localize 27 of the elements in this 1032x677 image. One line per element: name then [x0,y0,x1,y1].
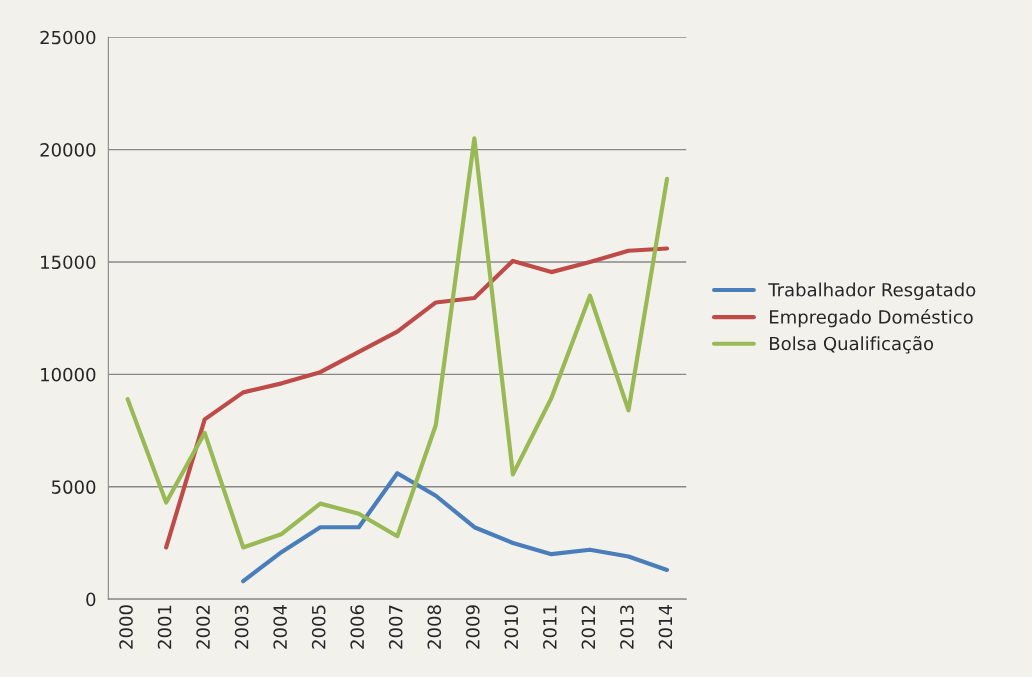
line-series [125,136,670,550]
x-tick-label: 2006 [350,605,365,649]
x-tick-label: 2008 [427,605,442,649]
x-tick-label: 2010 [504,605,519,649]
y-tick-label: 15000 [41,255,96,270]
x-tick-label: 2004 [273,605,287,649]
line-series [164,246,670,550]
x-tick-label: 2013 [620,605,634,649]
x-tick-label: 2009 [465,605,480,649]
x-tick-label: 2014 [658,605,673,649]
y-tick-label: 10000 [41,367,96,382]
x-tick-label: 2011 [543,605,557,649]
legend-label: Bolsa Qualificação [770,336,934,354]
legend-label: Trabalhador Resgatado [768,282,976,301]
x-tick-label: 2012 [581,605,596,649]
x-tick-label: 2003 [234,605,249,649]
x-tick-label: 2001 [157,605,172,649]
x-tick-label: 2005 [311,605,326,649]
y-tick-label: 0 [86,592,96,607]
y-tick-label: 20000 [40,143,96,157]
line-series [241,471,670,584]
legend-label: Empregado Doméstico [770,309,973,328]
x-tick-label: 2007 [388,605,403,649]
x-tick-label: 2002 [196,605,210,649]
x-tick-label: 2000 [119,605,133,649]
y-tick-label: 25000 [40,30,96,45]
y-tick-label: 5000 [52,480,96,494]
